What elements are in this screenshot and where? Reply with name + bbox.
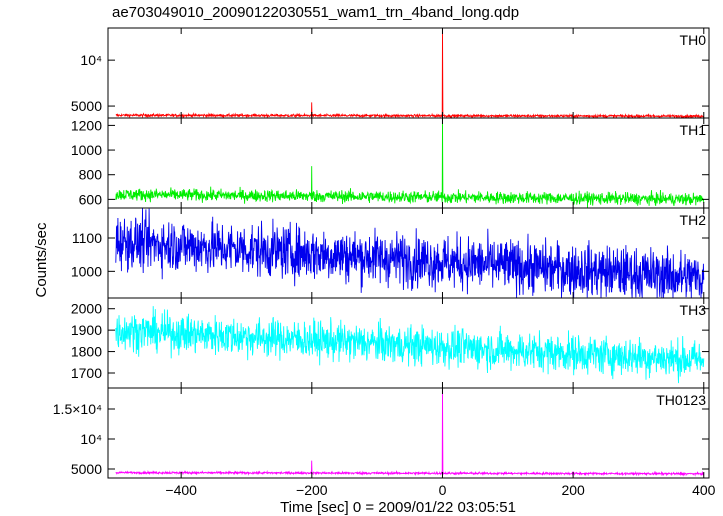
x-axis-label: Time [sec] 0 = 2009/01/22 03:05:51 xyxy=(280,499,516,516)
panel-frame xyxy=(107,387,710,479)
y-tick-label: 1200 xyxy=(71,117,102,133)
panel-th0: 5000 10⁴ TH0 xyxy=(71,27,710,120)
y-tick-label: 5000 xyxy=(71,98,102,114)
y-tick-label: 1900 xyxy=(71,322,102,338)
panel-frame xyxy=(107,27,710,119)
chart-title: ae703049010_20090122030551_wam1_trn_4ban… xyxy=(112,4,520,21)
x-tick-label: −400 xyxy=(165,482,197,498)
panel-label: TH0123 xyxy=(656,392,706,408)
y-tick-label: 10⁴ xyxy=(80,431,102,447)
panel-th3: 1700 1800 1900 2000 TH3 xyxy=(71,297,710,389)
series-line-th1 xyxy=(115,118,705,208)
x-tick-label: 0 xyxy=(439,482,447,498)
x-axis: −400 −200 0 200 400 xyxy=(165,482,715,498)
panel-th0123: 5000 10⁴ 1.5×10⁴ TH0123 xyxy=(53,387,710,479)
panel-label: TH1 xyxy=(680,122,707,138)
series-line-th0123 xyxy=(115,388,705,477)
x-tick-label: 400 xyxy=(692,482,716,498)
y-tick-label: 2000 xyxy=(71,301,102,317)
y-tick-label: 1100 xyxy=(72,230,102,246)
x-tick-label: −200 xyxy=(296,482,328,498)
y-tick-label: 10⁴ xyxy=(80,52,102,68)
y-tick-label: 1000 xyxy=(71,142,102,158)
y-tick-label: 600 xyxy=(79,191,103,207)
series-line-th2 xyxy=(115,208,705,298)
y-tick-label: 1800 xyxy=(71,344,102,360)
series-line-th3 xyxy=(115,306,705,384)
y-tick-label: 1700 xyxy=(71,365,102,381)
y-tick-label: 800 xyxy=(79,167,103,183)
y-axis-label: Counts/sec xyxy=(33,222,50,298)
y-tick-label: 5000 xyxy=(71,461,102,477)
panel-th2: 1000 1100 TH2 xyxy=(71,207,710,299)
panel-label: TH3 xyxy=(680,302,707,318)
series-line-th0 xyxy=(115,28,704,120)
x-tick-label: 200 xyxy=(561,482,585,498)
panel-label: TH2 xyxy=(680,212,707,228)
panel-label: TH0 xyxy=(680,32,707,48)
y-tick-label: 1.5×10⁴ xyxy=(53,401,102,417)
panels-group: 5000 10⁴ TH0 600 800 1000 1200 TH1 1000 1100 TH2 17… xyxy=(53,27,710,479)
panel-th1: 600 800 1000 1200 TH1 xyxy=(71,117,710,209)
y-tick-label: 1000 xyxy=(71,263,102,279)
